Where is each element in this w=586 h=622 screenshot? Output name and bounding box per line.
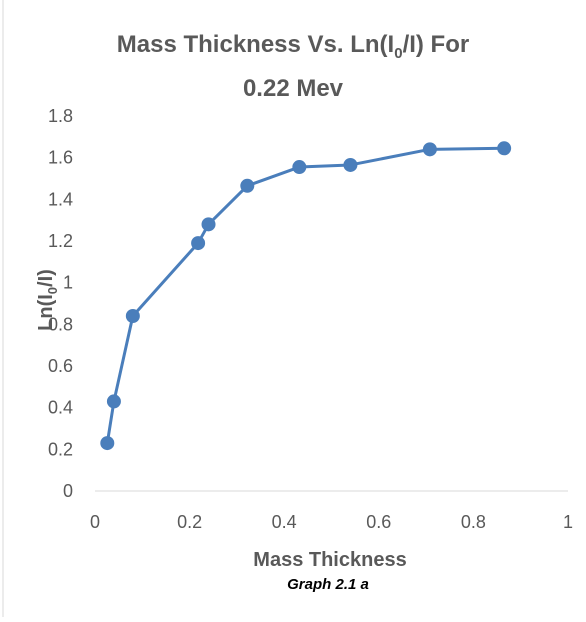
x-tick-label: 0.8 (461, 512, 486, 532)
y-axis-label-rest: /I) (35, 269, 57, 287)
data-point (292, 160, 307, 175)
y-tick-label: 1.4 (48, 189, 73, 209)
y-axis-label: Ln(I0/I) (35, 269, 60, 331)
data-point (106, 394, 121, 409)
y-tick-label: 0.8 (48, 314, 73, 334)
chart-title-subscript: 0 (394, 45, 402, 62)
x-tick-labels: 0 0.2 0.4 0.6 0.8 1 (90, 512, 573, 532)
series-line (105, 146, 505, 444)
chart-title-main: Mass Thickness Vs. Ln(I (117, 31, 394, 58)
data-point (497, 141, 512, 156)
y-tick-labels: 0 0.2 0.4 0.6 0.8 1 1.2 1.4 1.6 1.8 (48, 106, 73, 501)
x-tick-label: 0.2 (177, 512, 202, 532)
y-tick-label: 0 (63, 481, 73, 501)
y-tick-label: 0.4 (48, 398, 73, 418)
data-point (240, 178, 255, 193)
data-point (201, 217, 216, 232)
data-point (191, 236, 206, 251)
y-tick-label: 0.2 (48, 439, 73, 459)
y-axis-label-main: Ln(I (35, 294, 57, 331)
data-point (100, 436, 115, 451)
series-layer (100, 141, 512, 451)
y-tick-label: 1.8 (48, 106, 73, 126)
x-axis-label: Mass Thickness (253, 549, 406, 571)
y-axis-label-subscript: 0 (45, 287, 60, 294)
chart-title-rest: /I) For (403, 31, 470, 58)
data-point (422, 142, 437, 157)
graph-caption: Graph 2.1 a (287, 576, 369, 593)
y-tick-label: 0.6 (48, 356, 73, 376)
x-tick-label: 0 (90, 512, 100, 532)
chart-title-line2: 0.22 Mev (243, 75, 344, 102)
data-point (125, 309, 140, 323)
y-tick-label: 1.2 (48, 231, 73, 251)
y-tick-label: 1.6 (48, 148, 73, 168)
chart-title-line1: Mass Thickness Vs. Ln(I0/I) For (117, 31, 469, 62)
x-tick-label: 1 (563, 512, 573, 532)
data-point (343, 157, 358, 172)
x-tick-label: 0.4 (272, 512, 297, 532)
y-tick-label: 1 (63, 273, 73, 293)
x-tick-label: 0.6 (366, 512, 391, 532)
